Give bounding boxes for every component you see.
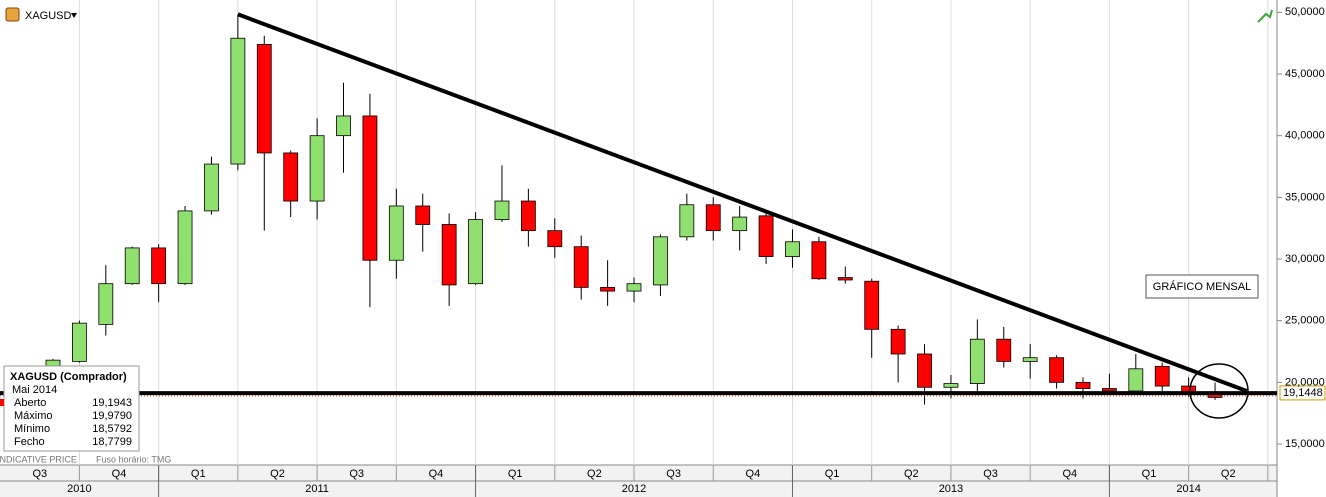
year-label: 2013	[939, 483, 963, 495]
candle-body	[494, 200, 510, 220]
candle-body	[256, 44, 272, 154]
y-tick-label: 45,0000	[1285, 68, 1325, 80]
candle-body	[177, 210, 193, 285]
candle-body	[283, 152, 299, 202]
symbol-name[interactable]: XAGUSD	[25, 10, 72, 22]
candle-body	[388, 205, 404, 261]
year-label: 2011	[305, 483, 329, 495]
x-tick-label: Q4	[746, 468, 761, 480]
candle-body	[1075, 381, 1091, 389]
candle-body	[573, 246, 589, 288]
x-tick-label: Q2	[270, 468, 285, 480]
info-row-value: 19,1943	[92, 397, 132, 409]
year-label: 2012	[622, 483, 646, 495]
candle-body	[151, 247, 167, 285]
info-marker	[0, 399, 4, 406]
highlight-circle	[1189, 363, 1249, 419]
x-tick-label: Q4	[112, 468, 127, 480]
x-tick-label: Q1	[191, 468, 206, 480]
candle-body	[1022, 357, 1038, 362]
candle-body	[600, 286, 616, 292]
x-tick-label: Q4	[429, 468, 444, 480]
trendline	[237, 12, 1248, 393]
candle-body	[520, 200, 536, 232]
x-tick-label: Q3	[349, 468, 364, 480]
x-tick-label: Q2	[587, 468, 602, 480]
y-tick-label: 40,0000	[1285, 130, 1325, 142]
x-tick-label: Q3	[983, 468, 998, 480]
candle-body	[72, 322, 87, 362]
candle-body	[996, 338, 1012, 362]
annotation-text: GRÁFICO MENSAL	[1153, 280, 1251, 293]
info-row-label: Máximo	[14, 410, 53, 422]
candle-body	[336, 115, 351, 137]
candle-body	[943, 383, 959, 388]
candle-body	[98, 283, 114, 325]
y-tick-label: 25,0000	[1285, 315, 1325, 327]
candle-body	[864, 280, 880, 330]
annotation-box	[1145, 274, 1259, 299]
symbol-icon[interactable]	[5, 7, 20, 22]
x-tick-label: Q2	[904, 468, 919, 480]
year-label: 2014	[1176, 483, 1200, 495]
trend-icon[interactable]	[1257, 9, 1273, 23]
candle-body	[679, 204, 695, 238]
y-tick-label: 20,0000	[1285, 376, 1325, 388]
candle-body	[441, 224, 457, 286]
y-tick-label: 35,0000	[1285, 191, 1325, 203]
last-price-box	[1279, 385, 1326, 401]
candle-body	[653, 236, 668, 286]
candle-body	[547, 230, 563, 248]
candle-body	[705, 204, 721, 232]
candle-body	[811, 241, 827, 280]
info-rows: Aberto 19,1943 Máximo 19,9790 Mínimo 18,5792 F…	[14, 397, 132, 448]
candle-body	[917, 353, 932, 388]
candle-body	[204, 163, 219, 212]
info-row-label: Mínimo	[14, 423, 50, 435]
x-tick-label: Q1	[825, 468, 840, 480]
candle-body	[309, 135, 325, 202]
candle-body	[1128, 368, 1144, 392]
x-tick-label: Q2	[1221, 468, 1236, 480]
info-period: Mai 2014	[12, 384, 57, 396]
x-tick-label: Q3	[32, 468, 47, 480]
candle-body	[785, 241, 800, 257]
candle-body	[362, 115, 378, 261]
candle-body	[732, 216, 748, 232]
candle-body	[1154, 365, 1170, 387]
footer-source: INDICATIVE PRICE	[0, 454, 77, 464]
last-price-label: 19,1448	[1283, 387, 1323, 399]
candle-body	[890, 328, 906, 355]
footer-timezone: Fuso horário: TMG	[96, 454, 171, 464]
x-tick-label: Q3	[666, 468, 681, 480]
candle-body	[626, 283, 642, 292]
y-tick-label: 50,0000	[1285, 6, 1325, 18]
info-box	[3, 365, 140, 452]
candle-body	[1102, 388, 1117, 392]
info-title: XAGUSD (Comprador)	[10, 371, 127, 383]
candle-body	[124, 247, 140, 285]
candle-body	[758, 215, 774, 257]
info-row-label: Fecho	[14, 436, 45, 448]
x-tick-label: Q1	[508, 468, 523, 480]
x-tick-label: Q1	[1142, 468, 1157, 480]
candle-body	[468, 219, 483, 285]
candle-body	[230, 37, 246, 165]
info-row-value: 18,5792	[92, 423, 132, 435]
candle-body	[415, 205, 431, 225]
info-row-value: 18,7799	[92, 436, 132, 448]
marks: 19,1448	[0, 12, 1326, 405]
info-row-value: 19,9790	[92, 410, 132, 422]
info-row-label: Aberto	[14, 397, 46, 409]
y-tick-label: 30,0000	[1285, 253, 1325, 265]
candle-body	[1049, 357, 1064, 383]
candle-body	[837, 277, 853, 281]
x-tick-label: Q4	[1062, 468, 1077, 480]
candle-body	[969, 338, 985, 384]
year-label: 2010	[67, 483, 91, 495]
y-tick-label: 15,0000	[1285, 438, 1325, 450]
dropdown-arrow[interactable]	[71, 13, 77, 18]
